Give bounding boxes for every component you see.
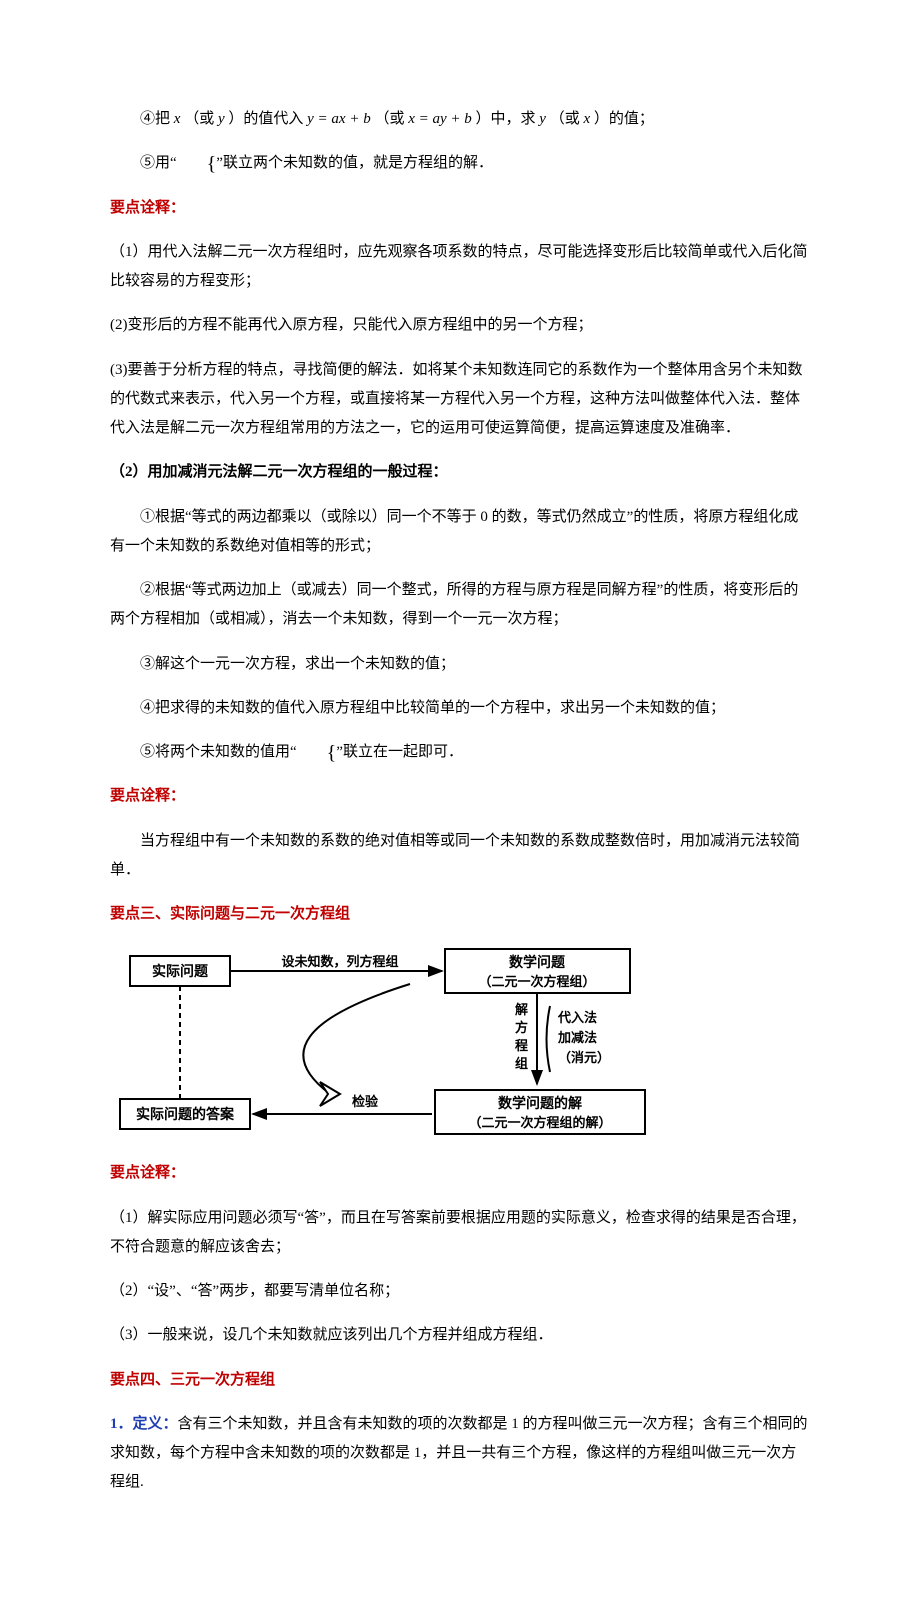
- step-5: ⑤用“{”联立两个未知数的值，就是方程组的解．: [110, 149, 810, 178]
- diagram-svg: 实际问题 设未知数，列方程组 数学问题 （二元一次方程组） 解 方 程 组 代入…: [110, 944, 650, 1144]
- diagram-sidev1: 解: [514, 1002, 528, 1017]
- interp3-title: 要点诠释：: [110, 1159, 810, 1188]
- flow-diagram: 实际问题 设未知数，列方程组 数学问题 （二元一次方程组） 解 方 程 组 代入…: [110, 944, 650, 1144]
- point4-title: 要点四、三元一次方程组: [110, 1366, 810, 1395]
- diagram-box3: 实际问题的答案: [136, 1106, 235, 1122]
- method2-s4: ④把求得的未知数的值代入原方程组中比较简单的一个方程中，求出另一个未知数的值；: [110, 694, 810, 723]
- diagram-box4b: （二元一次方程组的解）: [468, 1115, 611, 1130]
- method2-s3: ③解这个一元一次方程，求出一个未知数的值；: [110, 650, 810, 679]
- brace-icon: {: [177, 154, 217, 174]
- svg-text:方: 方: [515, 1020, 528, 1035]
- eq-1: y = ax + b: [303, 111, 374, 127]
- diagram-box4a: 数学问题的解: [498, 1095, 582, 1111]
- method2-title: （2）用加减消元法解二元一次方程组的一般过程：: [110, 458, 810, 487]
- svg-text:组: 组: [515, 1056, 528, 1071]
- diagram-label1: 设未知数，列方程组: [281, 954, 398, 969]
- diagram-box2a: 数学问题: [509, 954, 566, 970]
- diagram-sider1: 代入法: [557, 1010, 597, 1025]
- diagram-box2b: （二元一次方程组）: [478, 974, 595, 989]
- def-label: 1．定义：: [110, 1416, 178, 1432]
- document-page: ④把 x （或 y ）的值代入 y = ax + b （或 x = ay + b…: [0, 0, 920, 1613]
- var-x: x: [170, 111, 184, 127]
- method2-s5: ⑤将两个未知数的值用“{”联立在一起即可．: [110, 738, 810, 767]
- eq-2: x = ay + b: [404, 111, 475, 127]
- interp2-p1: 当方程组中有一个未知数的系数的绝对值相等或同一个未知数的系数成整数倍时，用加减消…: [110, 827, 810, 886]
- interp3-p3: （3）一般来说，设几个未知数就应该列出几个方程并组成方程组．: [110, 1321, 810, 1350]
- svg-text:程: 程: [515, 1038, 528, 1053]
- interp1-p3: (3)要善于分析方程的特点，寻找简便的解法．如将某个未知数连同它的系数作为一个整…: [110, 356, 810, 444]
- diagram-label2: 检验: [352, 1094, 379, 1109]
- diagram-sider2: 加减法: [557, 1030, 597, 1045]
- interp1-p1: （1）用代入法解二元一次方程组时，应先观察各项系数的特点，尽可能选择变形后比较简…: [110, 238, 810, 297]
- var-y: y: [214, 111, 228, 127]
- point4-def: 1．定义：含有三个未知数，并且含有未知数的项的次数都是 1 的方程叫做三元一次方…: [110, 1410, 810, 1498]
- step-4: ④把 x （或 y ）的值代入 y = ax + b （或 x = ay + b…: [110, 105, 810, 134]
- step4-text: ④把: [140, 111, 170, 127]
- point3-title: 要点三、实际问题与二元一次方程组: [110, 900, 810, 929]
- brace-icon: {: [297, 743, 337, 763]
- interp1-title: 要点诠释：: [110, 194, 810, 223]
- method2-s2: ②根据“等式两边加上（或减去）同一个整式，所得的方程与原方程是同解方程”的性质，…: [110, 576, 810, 635]
- interp2-title: 要点诠释：: [110, 782, 810, 811]
- def-text: 含有三个未知数，并且含有未知数的项的次数都是 1 的方程叫做三元一次方程；含有三…: [110, 1416, 808, 1491]
- method2-s1: ①根据“等式的两边都乘以（或除以）同一个不等于 0 的数，等式仍然成立”的性质，…: [110, 503, 810, 562]
- interp1-p2: (2)变形后的方程不能再代入原方程，只能代入原方程组中的另一个方程；: [110, 311, 810, 340]
- diagram-sider3: （消元）: [558, 1050, 610, 1065]
- diagram-box1: 实际问题: [152, 963, 209, 979]
- interp3-p1: （1）解实际应用问题必须写“答”，而且在写答案前要根据应用题的实际意义，检查求得…: [110, 1204, 810, 1263]
